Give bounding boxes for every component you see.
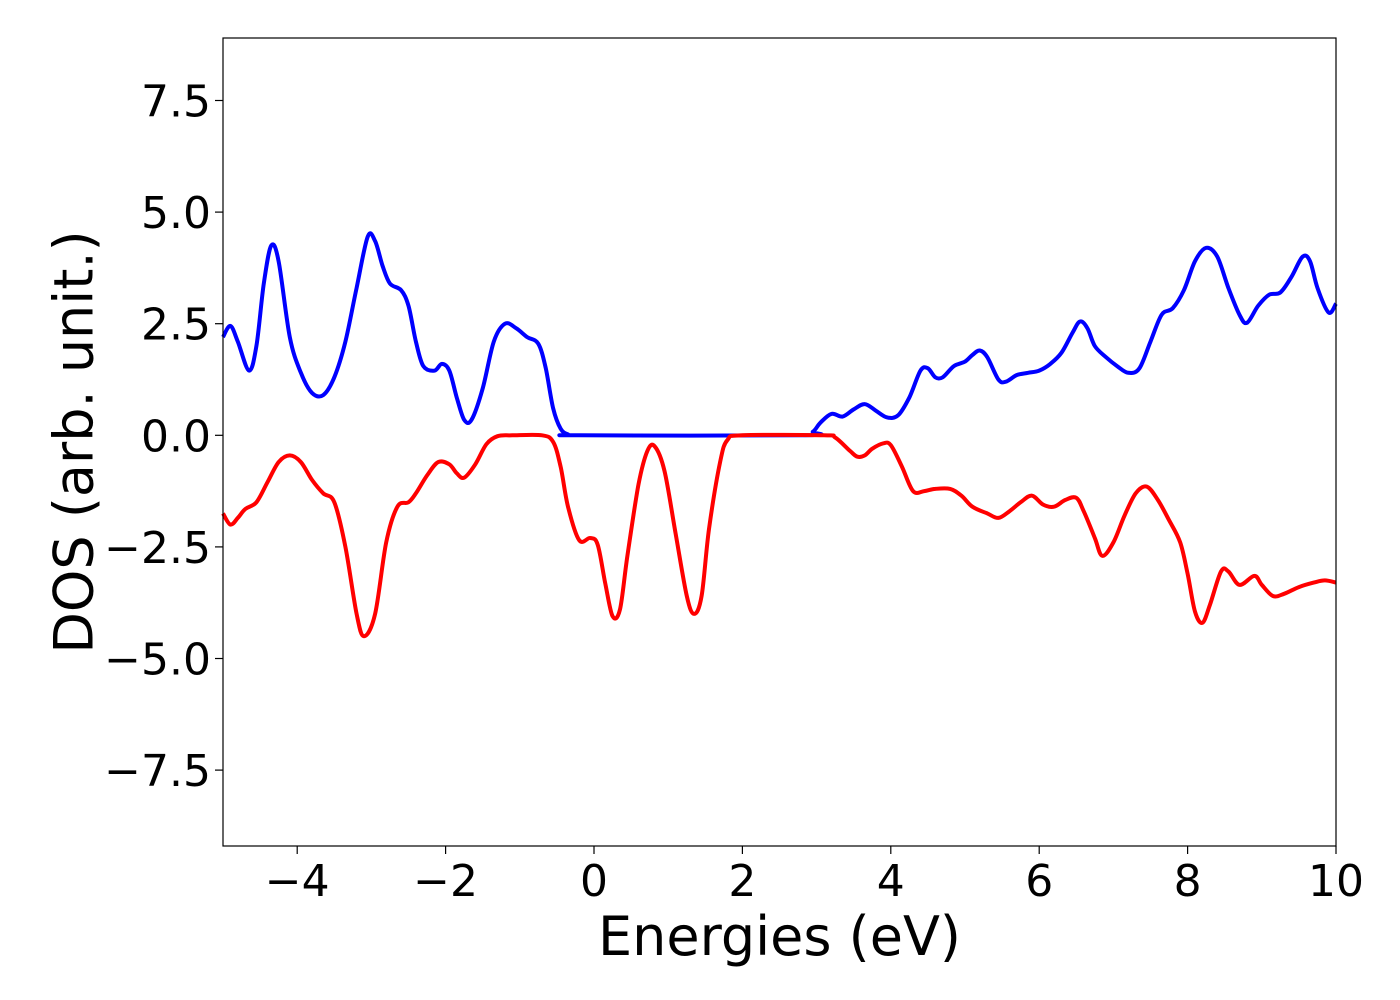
plot-frame (222, 37, 1337, 847)
y-tick-label: 7.5 (141, 76, 211, 127)
y-axis-ticks: 7.5 5.0 2.5 0.0 −2.5 −5.0 −7.5 (104, 76, 223, 797)
series-layer (221, 231, 1338, 639)
x-tick-label: 8 (1174, 856, 1202, 907)
y-tick-label: −5.0 (104, 635, 211, 686)
x-tick-label: 4 (877, 856, 905, 907)
x-tick-label: 0 (580, 856, 608, 907)
x-tick-label: −4 (265, 856, 330, 907)
y-tick-label: −2.5 (104, 523, 211, 574)
x-tick-label: 6 (1025, 856, 1053, 907)
y-axis-label: DOS (arb. unit.) (43, 230, 106, 653)
y-tick-label: −7.5 (104, 746, 211, 797)
x-tick-label: 2 (728, 856, 756, 907)
y-tick-label: 5.0 (141, 188, 211, 239)
x-axis-ticks: −4 −2 0 2 4 6 8 10 (265, 846, 1364, 907)
x-axis-label: Energies (eV) (598, 905, 961, 968)
y-tick-label: 0.0 (141, 411, 211, 462)
series-line-1 (221, 231, 1338, 438)
y-tick-label: 2.5 (141, 300, 211, 351)
series-line-2 (221, 432, 1337, 639)
x-tick-label: −2 (413, 856, 478, 907)
x-tick-label: 10 (1308, 856, 1364, 907)
